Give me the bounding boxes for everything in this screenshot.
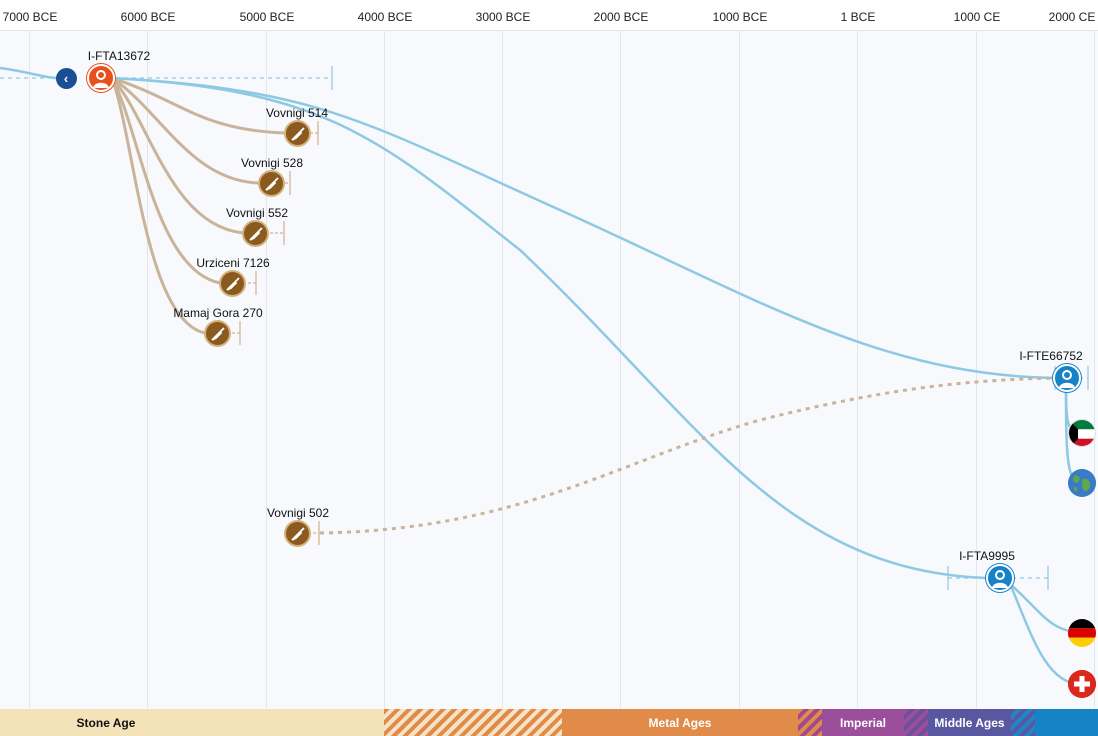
gridline <box>1094 30 1095 708</box>
branch-vovnigi-552 <box>110 76 244 235</box>
era-middle-label: Middle Ages <box>934 715 1005 730</box>
trowel-icon <box>248 226 263 241</box>
sample-node-vovnigi-514[interactable] <box>284 120 311 147</box>
kuwait-flag-icon[interactable] <box>1068 419 1096 447</box>
sample-node-vovnigi-528[interactable] <box>258 170 285 197</box>
sample-label-528: Vovnigi 528 <box>240 156 304 170</box>
sample-node-mamaj-gora-270[interactable] <box>204 320 231 347</box>
era-imperial[interactable]: Imperial <box>822 709 904 736</box>
era-transition-hatch <box>384 709 562 736</box>
tick-6000bce: 6000 BCE <box>120 10 176 24</box>
tick-2000ce: 2000 CE <box>1048 10 1096 24</box>
sample-label-514: Vovnigi 514 <box>265 106 329 120</box>
tick-4000bce: 4000 BCE <box>357 10 413 24</box>
gridline <box>620 30 621 708</box>
trowel-icon <box>210 326 225 341</box>
era-transition-hatch <box>904 709 928 736</box>
root-label: I-FTA13672 <box>87 49 151 63</box>
back-button[interactable]: ‹ <box>56 68 77 89</box>
era-middle-ages[interactable]: Middle Ages <box>928 709 1011 736</box>
sample-label-7126: Urziceni 7126 <box>196 256 270 270</box>
trowel-icon <box>290 126 305 141</box>
era-transition-hatch <box>1011 709 1035 736</box>
gridline <box>502 30 503 708</box>
gridline <box>147 30 148 708</box>
globe-icon[interactable] <box>1068 469 1096 497</box>
era-metal-ages[interactable]: Metal Ages <box>562 709 798 736</box>
branch-mamaj-gora-270 <box>110 77 206 335</box>
person-node-fta9995[interactable] <box>986 564 1014 592</box>
branch-vovnigi-514 <box>111 76 286 135</box>
person-icon <box>992 570 1008 588</box>
era-imperial-label: Imperial <box>839 715 887 730</box>
era-stone-label: Stone Age <box>76 715 136 730</box>
tick-7000bce: 7000 BCE <box>2 10 58 24</box>
trowel-icon <box>290 526 305 541</box>
trowel-icon <box>225 276 240 291</box>
tick-1bce: 1 BCE <box>840 10 876 24</box>
chevron-left-icon: ‹ <box>63 71 69 86</box>
person-node-fte66752[interactable] <box>1053 364 1081 392</box>
branch-urziceni-7126 <box>110 77 221 285</box>
tick-5000bce: 5000 BCE <box>239 10 295 24</box>
fta9995-label: I-FTA9995 <box>959 549 1015 563</box>
lineage-to-fte66752 <box>111 76 1056 380</box>
era-transition-hatch <box>798 709 822 736</box>
person-icon <box>93 70 109 88</box>
sample-label-270: Mamaj Gora 270 <box>173 306 263 320</box>
gridline <box>976 30 977 708</box>
dotted-vovnigi-502 <box>319 376 1056 535</box>
tick-3000bce: 3000 BCE <box>475 10 531 24</box>
germany-flag-icon[interactable] <box>1068 619 1096 647</box>
incoming-lineage <box>0 66 59 80</box>
timeline-axis: 7000 BCE 6000 BCE 5000 BCE 4000 BCE 3000… <box>0 0 1098 31</box>
gridline <box>266 30 267 708</box>
trowel-icon <box>264 176 279 191</box>
sample-node-vovnigi-552[interactable] <box>242 220 269 247</box>
branch-vovnigi-528 <box>111 76 259 185</box>
sample-label-552: Vovnigi 552 <box>225 206 289 220</box>
sample-label-502: Vovnigi 502 <box>266 506 330 520</box>
tick-2000bce: 2000 BCE <box>593 10 649 24</box>
tick-1000ce: 1000 CE <box>953 10 1001 24</box>
era-modern[interactable] <box>1035 709 1098 736</box>
gridline <box>739 30 740 708</box>
lineage-to-fta9995 <box>111 76 987 580</box>
fte66752-label: I-FTE66752 <box>1019 349 1083 363</box>
root-person-node[interactable] <box>87 64 115 92</box>
person-icon <box>1059 370 1075 388</box>
sample-node-vovnigi-502[interactable] <box>284 520 311 547</box>
era-stone-age[interactable]: Stone Age <box>0 709 384 736</box>
tick-1000bce: 1000 BCE <box>712 10 768 24</box>
gridline <box>857 30 858 708</box>
era-metal-label: Metal Ages <box>648 715 712 730</box>
gridline <box>384 30 385 708</box>
gridline <box>29 30 30 708</box>
switzerland-flag-icon[interactable] <box>1068 670 1096 698</box>
sample-node-urziceni-7126[interactable] <box>219 270 246 297</box>
